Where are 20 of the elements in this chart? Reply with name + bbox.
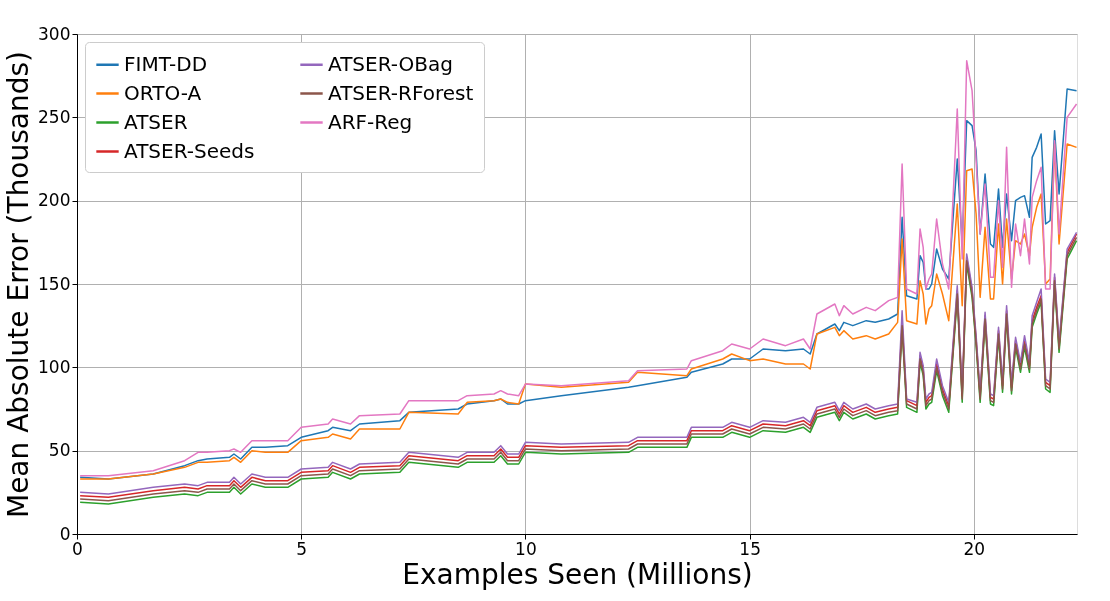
legend-label: ATSER-Seeds [124, 138, 255, 163]
legend-label: FIMT-DD [124, 51, 208, 76]
y-tick-label: 300 [38, 23, 71, 44]
x-tick-label: 20 [963, 538, 986, 559]
legend-label: ARF-Reg [328, 109, 413, 134]
x-tick-label: 10 [515, 538, 537, 559]
y-tick-label: 200 [38, 190, 71, 211]
y-tick-label: 150 [38, 273, 71, 294]
x-tick-label: 5 [296, 538, 308, 559]
y-tick-label: 250 [38, 106, 71, 127]
legend-label: ATSER [124, 109, 188, 134]
y-tick-label: 100 [38, 356, 71, 377]
y-axis-title: Mean Absolute Error (Thousands) [2, 50, 36, 519]
legend-label: ATSER-RForest [328, 80, 474, 105]
legend-label: ATSER-OBag [328, 51, 453, 76]
y-tick-label: 0 [59, 523, 71, 544]
y-tick-label: 50 [48, 440, 71, 461]
x-axis-title: Examples Seen (Millions) [402, 557, 753, 591]
x-tick-label: 15 [739, 538, 761, 559]
legend-label: ORTO-A [124, 80, 202, 105]
